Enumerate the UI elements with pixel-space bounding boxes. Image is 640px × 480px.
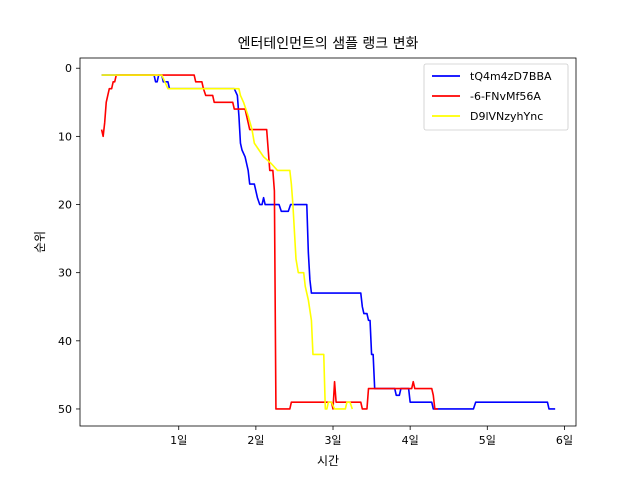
y-tick-label: 30 — [58, 267, 72, 280]
y-tick-label: 50 — [58, 403, 72, 416]
x-tick-label: 5일 — [479, 433, 496, 447]
legend: tQ4m4zD7BBA -6-FNvMf56A D9lVNzyhYnc — [423, 63, 569, 131]
y-tick-label: 0 — [65, 62, 72, 75]
y-tick-label: 20 — [58, 199, 72, 212]
y-axis: 0 10 20 30 40 50 — [58, 62, 80, 416]
x-tick-label: 6일 — [556, 433, 573, 447]
x-tick-label: 2일 — [247, 433, 264, 447]
series-line-2 — [100, 74, 438, 410]
x-tick-label: 4일 — [402, 433, 419, 447]
series-lines — [100, 74, 556, 410]
legend-label-1: tQ4m4zD7BBA — [470, 70, 552, 83]
x-tick-label: 1일 — [170, 433, 187, 447]
legend-label-2: -6-FNvMf56A — [470, 90, 541, 103]
plot-frame — [79, 57, 577, 427]
legend-label-3: D9lVNzyhYnc — [470, 110, 543, 123]
y-tick-label: 10 — [58, 130, 72, 143]
x-axis: 1일 2일 3일 4일 5일 6일 — [170, 426, 573, 447]
y-axis-label: 순위 — [33, 231, 47, 253]
x-axis-label: 시간 — [317, 454, 339, 468]
chart-title: 엔터테인먼트의 샘플 랭크 변화 — [238, 36, 419, 52]
y-tick-label: 40 — [58, 335, 72, 348]
series-line-3 — [101, 74, 354, 410]
legend-box — [423, 63, 569, 131]
x-tick-label: 3일 — [324, 433, 341, 447]
